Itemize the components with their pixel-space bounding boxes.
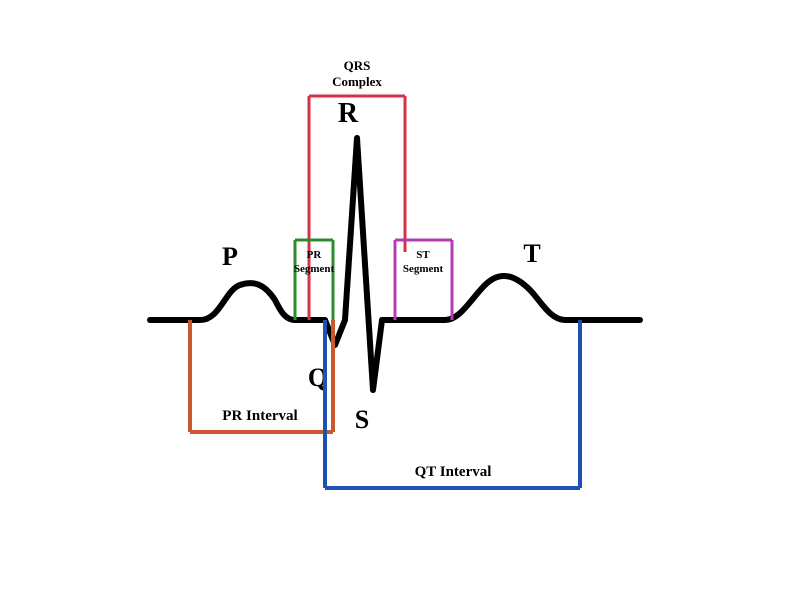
bracket-qrs-complex: QRS Complex (309, 58, 405, 320)
label-pr-segment-1: PR (307, 249, 323, 261)
label-qt-interval: QT Interval (415, 464, 492, 480)
bracket-qt-interval: QT Interval (325, 320, 580, 488)
label-pr-interval: PR Interval (222, 408, 297, 424)
label-p: P (222, 242, 238, 271)
ecg-diagram: P Q R S T QRS Complex PR Segment ST Segm… (0, 0, 800, 600)
label-qrs-complex-2: Complex (332, 74, 382, 89)
label-t: T (523, 239, 540, 268)
bracket-pr-segment: PR Segment (294, 240, 335, 320)
label-s: S (355, 405, 369, 434)
label-r: R (338, 98, 359, 129)
label-st-segment-1: ST (416, 249, 430, 261)
label-st-segment-2: Segment (403, 263, 444, 275)
label-pr-segment-2: Segment (294, 263, 335, 275)
label-qrs-complex-1: QRS (344, 58, 371, 73)
